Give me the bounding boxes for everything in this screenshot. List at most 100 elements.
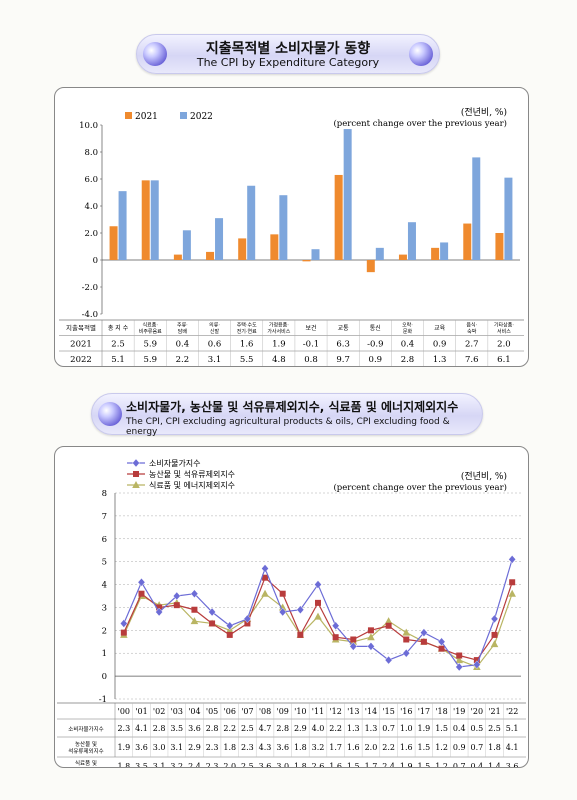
- point-s0-3: [173, 591, 181, 601]
- bar-2021-2: [173, 254, 182, 260]
- table-value: 1.5: [418, 743, 431, 752]
- y-tick-label: 8: [102, 489, 107, 499]
- point-s0-21: [490, 614, 499, 624]
- bulb-icon-right: [409, 42, 433, 66]
- point-s0-22: [508, 555, 516, 564]
- table-value: 2.4: [382, 762, 395, 767]
- legend-label-1: 농산물 및 석유류제외지수: [149, 469, 235, 479]
- table-value: 1.3: [365, 724, 378, 733]
- y-tick-label: 10.0: [79, 121, 98, 131]
- category-label: 주류·: [177, 323, 188, 329]
- bar-2021-12: [495, 233, 504, 260]
- table-row-label: 2022: [70, 355, 92, 365]
- table-value: 1.9: [418, 724, 431, 733]
- chart1-title-korean: 지출목적별 소비자물가 동향: [205, 41, 371, 57]
- chart2-title-english: The CPI, CPI excluding agricultural prod…: [126, 417, 450, 437]
- table-row-label: 석유류제외지수: [68, 747, 103, 755]
- point-s0-7: [243, 614, 252, 624]
- point-s1-2: [156, 604, 163, 611]
- y-tick-label: 6.0: [84, 175, 98, 185]
- chart2-title-banner: 소비자물가, 농산물 및 석유류제외지수, 식료품 및 에너지제외지수 The …: [91, 393, 483, 437]
- table-value: 3.6: [506, 762, 519, 767]
- point-s1-14: [367, 627, 374, 634]
- point-s1-13: [350, 636, 357, 643]
- point-s1-6: [226, 631, 233, 638]
- table-value: 1.8: [117, 762, 130, 767]
- table-value: 5.1: [111, 355, 125, 365]
- table-value: 3.5: [135, 762, 148, 767]
- table-value: 2.3: [206, 743, 219, 752]
- point-s1-5: [209, 620, 216, 627]
- category-label: 의류·: [209, 322, 220, 329]
- table-value: 1.2: [435, 743, 448, 752]
- table-value: 6.1: [497, 355, 511, 365]
- point-s2-22: [508, 589, 516, 597]
- chart2-panel: (전년비, %) (percent change over the previou…: [54, 446, 529, 768]
- x-tick-label: '15: [382, 707, 394, 716]
- point-s1-16: [403, 636, 410, 643]
- x-tick-label: '06: [224, 707, 236, 716]
- point-s0-11: [314, 580, 322, 589]
- category-label: 숙박: [467, 328, 477, 335]
- category-label: 신발: [210, 328, 220, 335]
- table-value: -0.1: [303, 340, 319, 350]
- table-value: 0.5: [471, 724, 484, 733]
- point-s0-20: [473, 660, 481, 669]
- table-value: 1.8: [294, 743, 307, 752]
- point-s0-14: [367, 642, 375, 651]
- table-value: 0.4: [401, 340, 415, 350]
- cpi-line-chart: (전년비, %)(percent change over the previou…: [57, 458, 526, 767]
- table-value: 2.8: [153, 724, 166, 733]
- x-tick-label: '11: [312, 707, 324, 716]
- category-label: 보건: [305, 324, 316, 332]
- legend-label-2: 식료품 및 에너지제외지수: [149, 480, 235, 490]
- table-value: 4.3: [259, 743, 272, 752]
- expenditure-bar-chart: (전년비, %)(percent change over the previou…: [59, 107, 524, 366]
- table-value: 3.5: [170, 724, 183, 733]
- bar-2022-8: [375, 247, 384, 260]
- table-value: 2.9: [188, 743, 201, 752]
- point-s1-19: [456, 652, 463, 659]
- table-value: 3.6: [188, 724, 201, 733]
- x-tick-label: '09: [277, 707, 289, 716]
- y-tick-label: 0: [102, 672, 107, 682]
- table-value: 1.7: [365, 762, 378, 767]
- category-label: 오락·: [402, 322, 413, 329]
- table-value: 1.8: [223, 743, 236, 752]
- y-tick-label: -2.0: [82, 283, 98, 293]
- y-tick-label: 4: [102, 581, 107, 591]
- category-label: 서비스: [497, 328, 511, 335]
- x-tick-label: '01: [135, 707, 147, 716]
- x-tick-label: '18: [435, 707, 447, 716]
- bar-2022-12: [504, 177, 513, 260]
- table-value: 1.6: [400, 743, 413, 752]
- table-value: 3.6: [259, 762, 272, 767]
- table-value: 4.1: [506, 743, 519, 752]
- point-s1-4: [191, 606, 198, 613]
- point-s0-6: [225, 621, 234, 631]
- x-tick-label: '22: [506, 707, 518, 716]
- table-value: 1.6: [347, 743, 360, 752]
- x-tick-label: '02: [153, 707, 165, 716]
- table-value: 3.6: [276, 743, 289, 752]
- point-s1-10: [297, 631, 304, 638]
- bar-2022-0: [118, 191, 127, 260]
- table-value: 2.2: [223, 724, 236, 733]
- y-tick-label: 1: [102, 649, 107, 659]
- table-value: 4.8: [272, 355, 286, 365]
- category-label: 음식·: [466, 322, 477, 329]
- table-value: 1.7: [329, 743, 342, 752]
- table-value: 2.8: [401, 355, 415, 365]
- category-label: 식료품·: [143, 322, 159, 329]
- bar-2021-5: [270, 234, 279, 260]
- bar-2021-9: [398, 254, 407, 260]
- table-value: 0.9: [453, 743, 466, 752]
- point-s1-0: [120, 629, 127, 636]
- table-value: 1.6: [329, 762, 342, 767]
- chart2-title-korean: 소비자물가, 농산물 및 석유류제외지수, 식료품 및 에너지제외지수: [126, 400, 459, 414]
- table-value: 3.1: [170, 743, 183, 752]
- point-s0-12: [331, 621, 340, 631]
- x-tick-label: '16: [400, 707, 412, 716]
- table-value: 2.2: [176, 355, 190, 365]
- point-s0-19: [455, 662, 463, 672]
